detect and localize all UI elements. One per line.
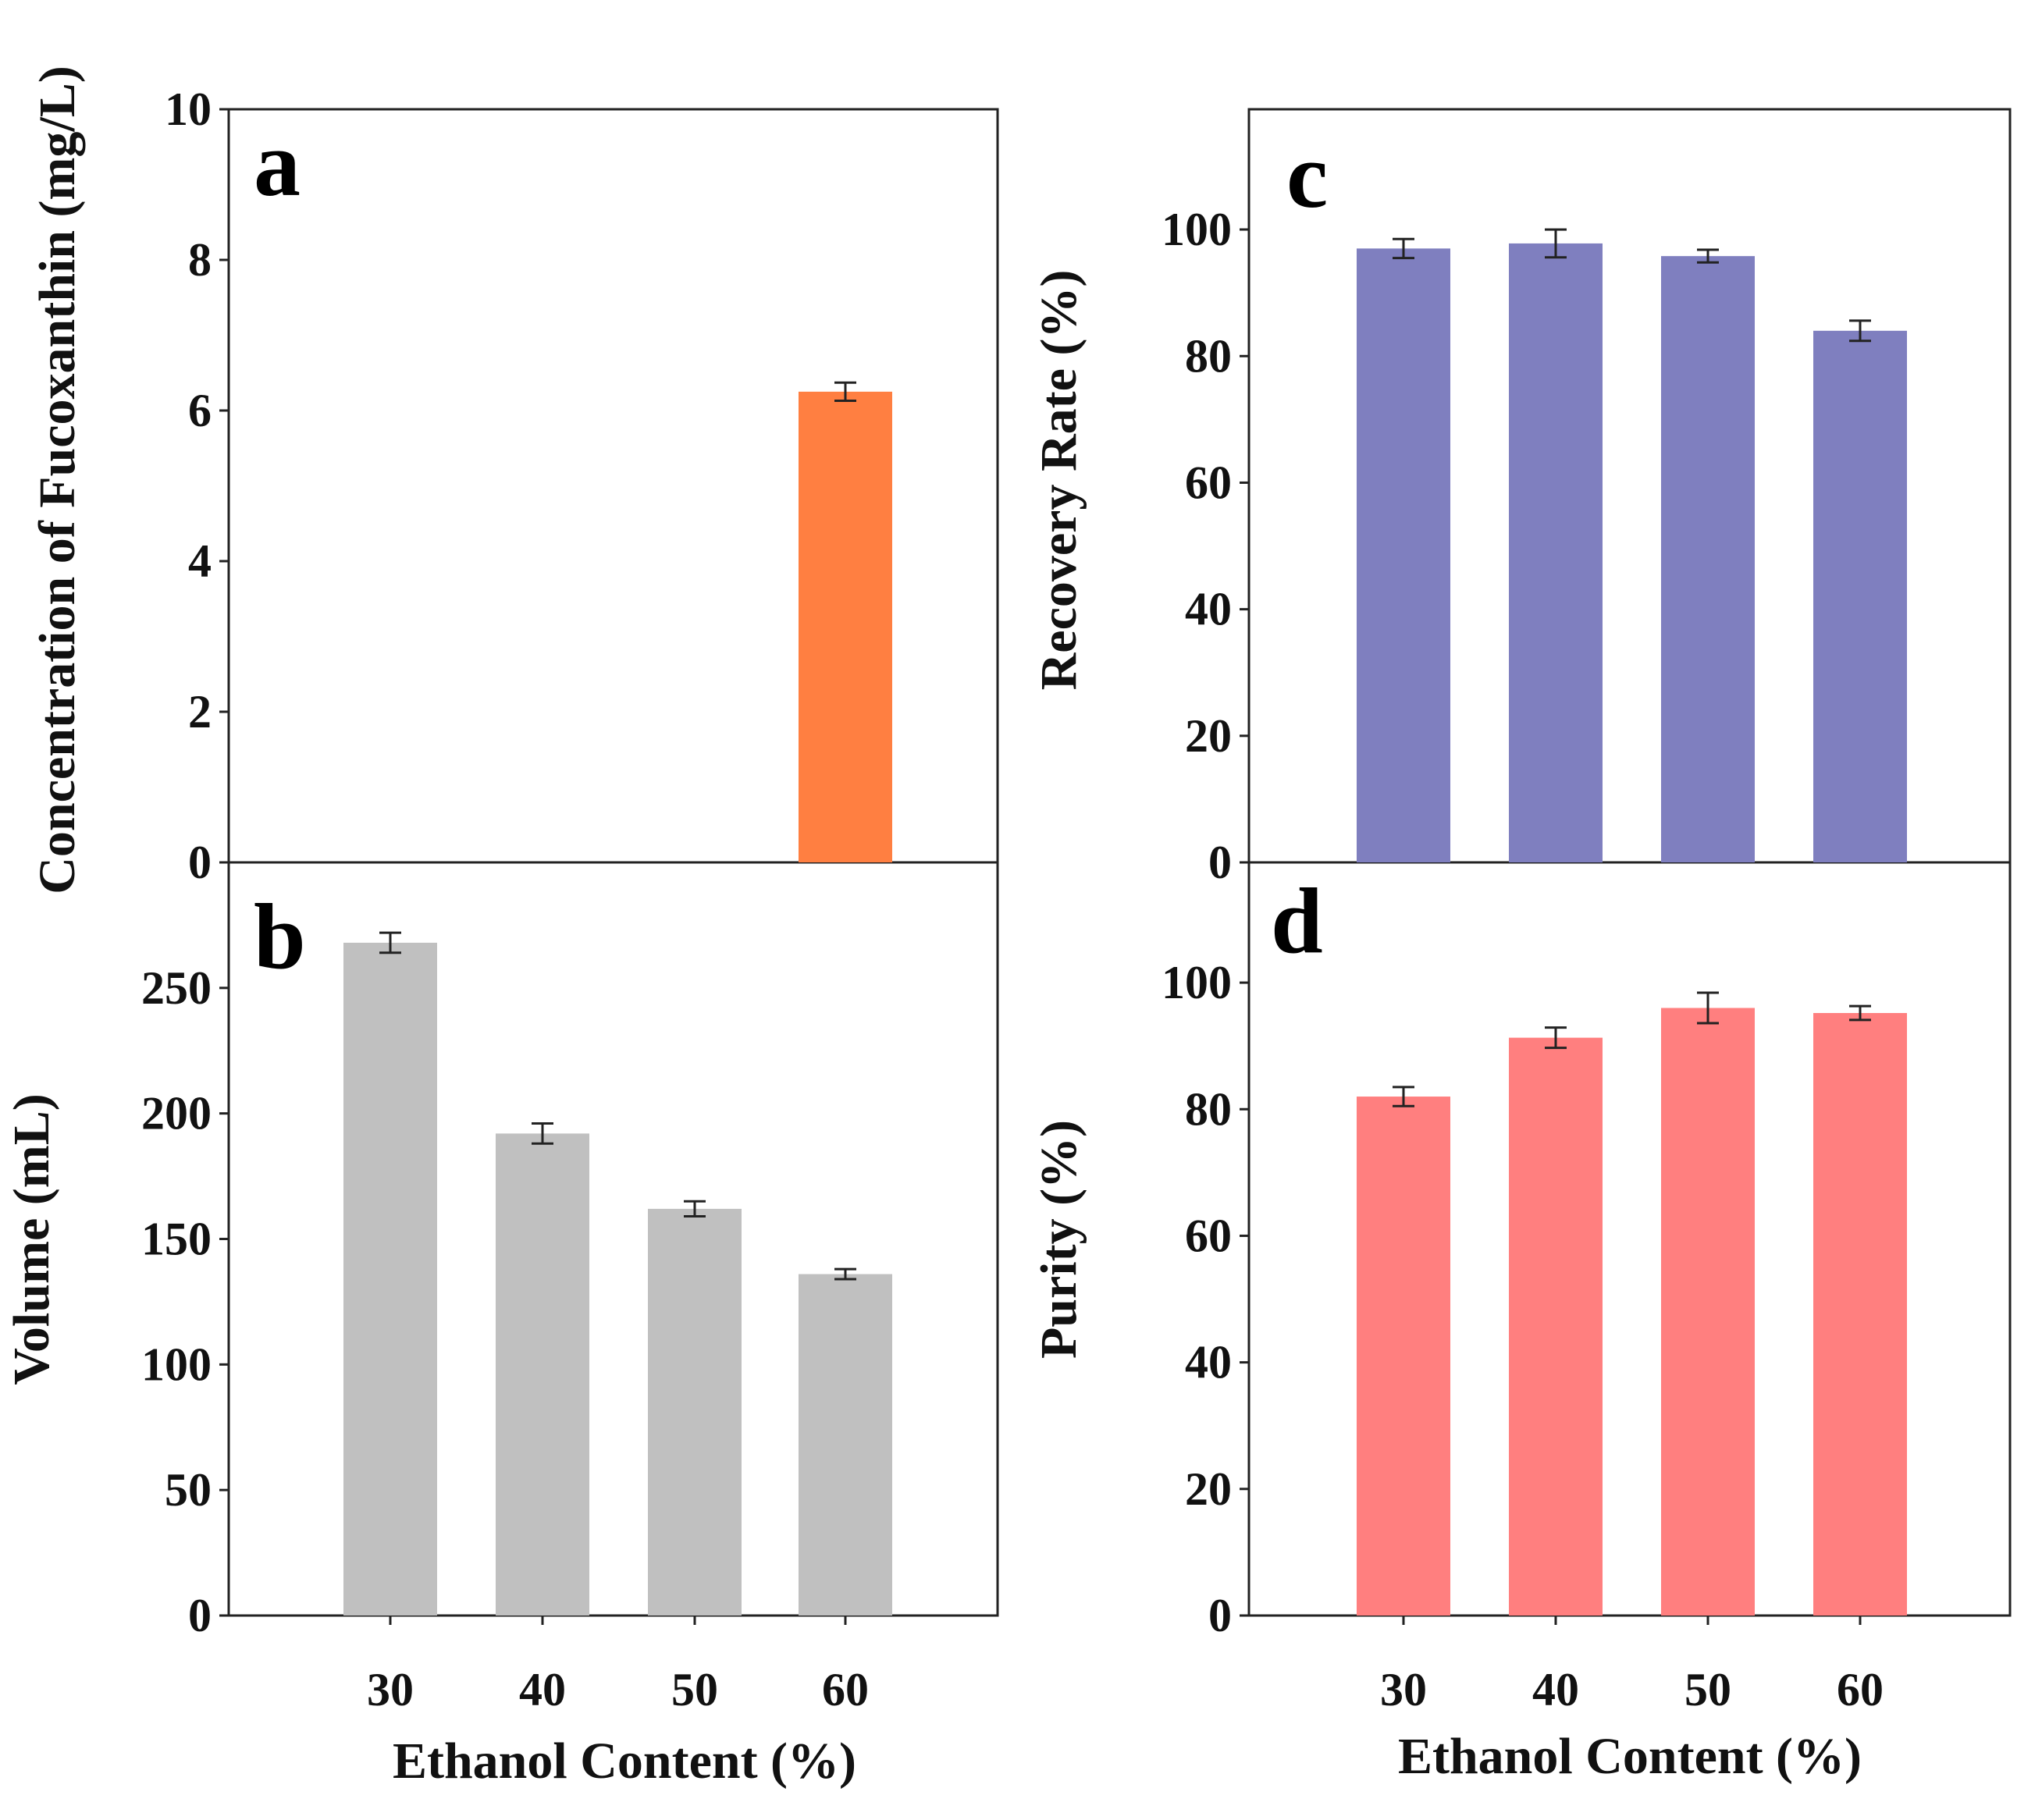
panel-d-error-bar-40 xyxy=(1545,1026,1567,1050)
panel-b-ytick-label: 250 xyxy=(141,962,212,1014)
panel-c-error-bar-50 xyxy=(1697,248,1719,264)
panel-d-bar-60 xyxy=(1813,1013,1907,1616)
panel-d-ytick-label: 0 xyxy=(1208,1590,1232,1641)
panel-c-ytick-label: 0 xyxy=(1208,837,1232,888)
error-bars-layer xyxy=(379,228,1871,1281)
panel-d-xtick-label: 30 xyxy=(1380,1664,1427,1715)
panel-a-ytick-label: 4 xyxy=(188,535,212,587)
panel-b-error-bar-40 xyxy=(532,1122,553,1145)
panel-b-xtick-label: 60 xyxy=(822,1664,869,1715)
panel-c-letter: c xyxy=(1286,123,1328,227)
panel-d-bar-40 xyxy=(1509,1037,1603,1616)
panel-d-error-bar-60 xyxy=(1849,1004,1871,1022)
panel-c-ytick-label: 100 xyxy=(1162,204,1232,255)
panel-d-ytick-label: 80 xyxy=(1185,1083,1232,1135)
panel-b-ytick-label: 200 xyxy=(141,1088,212,1139)
panel-b-error-bar-30 xyxy=(379,931,401,954)
panel-d-ytick-label: 20 xyxy=(1185,1463,1232,1515)
panel-b-xtick-label: 50 xyxy=(671,1664,718,1715)
panel-c-ytick-label: 40 xyxy=(1185,584,1232,635)
panel-a-ytick-label: 8 xyxy=(188,234,212,286)
panel-b-bar-50 xyxy=(648,1208,742,1616)
panel-d-frame xyxy=(1247,861,2012,1617)
panel-a-ytick-label: 0 xyxy=(188,837,212,888)
panel-b-xlabel: Ethanol Content (%) xyxy=(393,1733,856,1790)
bars-layer xyxy=(343,243,1907,1616)
panel-d-xtick-label: 50 xyxy=(1684,1664,1731,1715)
panel-b-ytick-label: 100 xyxy=(141,1338,212,1390)
panel-c-error-bar-40 xyxy=(1545,228,1567,259)
panel-a-letter: a xyxy=(254,112,301,215)
panel-a-ytick-label: 10 xyxy=(165,84,212,135)
panel-d-bar-30 xyxy=(1357,1097,1450,1616)
panel-b-xtick-label: 40 xyxy=(519,1664,566,1715)
panel-b-bar-60 xyxy=(799,1274,892,1616)
panel-a-bar-60 xyxy=(799,391,892,862)
panel-a-ytick-label: 6 xyxy=(188,385,212,436)
panel-b-bar-30 xyxy=(343,942,437,1616)
panel-c-ytick-label: 80 xyxy=(1185,330,1232,382)
panel-c-ytick-label: 20 xyxy=(1185,710,1232,762)
panel-c-bar-30 xyxy=(1357,248,1450,863)
panel-b-error-bar-60 xyxy=(834,1267,856,1281)
panel-c-bar-60 xyxy=(1813,330,1907,863)
panel-a-error-bar-60 xyxy=(834,381,856,402)
panel-c-ytick-label: 60 xyxy=(1185,457,1232,508)
panel-b-ytick-label: 50 xyxy=(165,1464,212,1516)
panel-b-xtick-label: 30 xyxy=(367,1664,414,1715)
panel-b-ytick-label: 0 xyxy=(188,1590,212,1641)
panel-a-ytick-label: 2 xyxy=(188,686,212,738)
panel-d-ytick-label: 40 xyxy=(1185,1337,1232,1388)
panel-b-letter: b xyxy=(254,884,306,988)
panel-d-ytick-label: 100 xyxy=(1162,957,1232,1008)
panel-b-ytick-label: 150 xyxy=(141,1214,212,1265)
panel-c-bar-40 xyxy=(1509,243,1603,862)
panel-b-bar-40 xyxy=(496,1133,589,1616)
panel-d-bar-50 xyxy=(1661,1008,1755,1616)
panel-d-xlabel: Ethanol Content (%) xyxy=(1398,1728,1862,1785)
panel-c-bar-50 xyxy=(1661,256,1755,862)
panel-d-xtick-label: 40 xyxy=(1532,1664,1579,1715)
panel-d-ytick-label: 60 xyxy=(1185,1210,1232,1261)
panel-b-error-bar-50 xyxy=(684,1200,706,1218)
panel-a-ylabel: Concentration of Fucoxanthin (mg/L) xyxy=(29,66,86,894)
panel-d-error-bar-30 xyxy=(1393,1086,1414,1107)
panel-c-ylabel: Recovery Rate (%) xyxy=(1030,270,1087,691)
panel-c-error-bar-60 xyxy=(1849,319,1871,343)
panel-d-ylabel: Purity (%) xyxy=(1030,1120,1087,1359)
panel-d-error-bar-50 xyxy=(1697,991,1719,1025)
panel-c-error-bar-30 xyxy=(1393,237,1414,260)
panel-b-ylabel: Volume (mL) xyxy=(3,1093,60,1385)
panel-d-letter: d xyxy=(1271,869,1323,972)
panel-d-xtick-label: 60 xyxy=(1837,1664,1884,1715)
